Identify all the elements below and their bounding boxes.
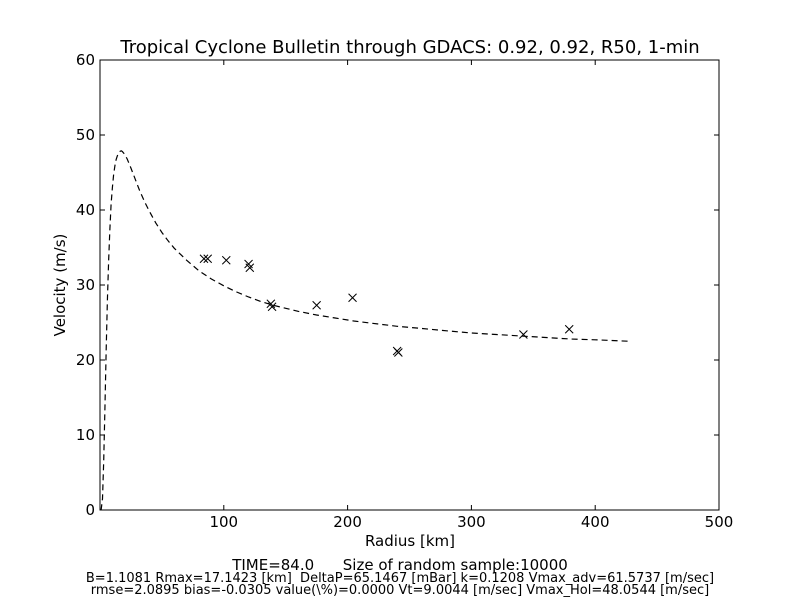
observation-point	[199, 254, 209, 264]
y-tick-label: 40	[76, 201, 95, 219]
x-tick-label: 300	[457, 513, 486, 531]
observation-point	[348, 293, 357, 303]
y-tick-label: 60	[76, 51, 95, 69]
footer-statistics: rmse=2.0895 bias=-0.0305 value(\%)=0.000…	[91, 583, 709, 598]
y-axis-label: Velocity (m/s)	[51, 234, 69, 337]
y-tick-label: 0	[85, 501, 95, 519]
plot-area	[99, 59, 720, 511]
x-tick-label: 100	[209, 513, 238, 531]
x-tick-label: 500	[705, 513, 734, 531]
chart-title: Tropical Cyclone Bulletin through GDACS:…	[119, 37, 699, 58]
observation-point	[312, 300, 322, 310]
observation-point	[564, 324, 574, 334]
observation-points-series	[199, 254, 574, 357]
observation-point	[394, 348, 403, 357]
observation-point	[266, 299, 276, 309]
y-tick-label: 20	[76, 351, 95, 369]
plot-frame	[99, 59, 720, 511]
profile-line-series	[100, 150, 630, 511]
x-axis-label: Radius [km]	[365, 532, 455, 550]
footer-parameters: B=1.1081 Rmax=17.1423 [km] DeltaP=65.146…	[86, 571, 714, 586]
y-tick-label: 10	[76, 426, 95, 444]
observation-point	[203, 254, 213, 264]
observation-point	[221, 255, 231, 265]
y-tick-label: 30	[76, 276, 95, 294]
x-tick-label: 400	[581, 513, 610, 531]
observation-point	[245, 263, 255, 273]
footer-time-sample: TIME=84.0 Size of random sample:10000	[231, 556, 568, 574]
wind-profile-line	[100, 150, 630, 511]
observation-point	[267, 302, 277, 312]
x-tick-label: 200	[333, 513, 362, 531]
axis-ticks: 100 200 300 400 500 0 10 20 30 40 50 60	[76, 51, 733, 531]
y-tick-label: 50	[76, 126, 95, 144]
observation-point	[519, 330, 528, 339]
